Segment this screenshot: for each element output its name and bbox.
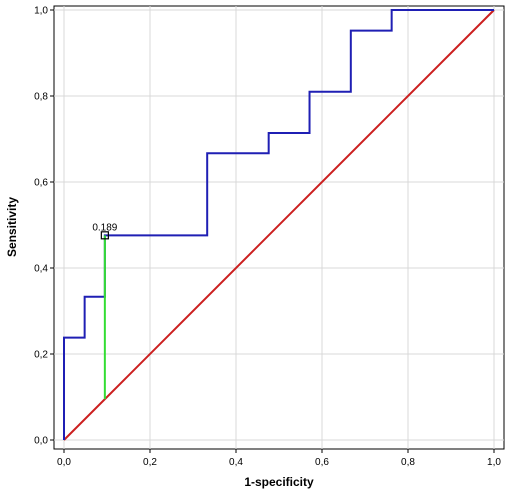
- x-tick-label: 0,6: [315, 457, 329, 468]
- x-tick-label: 1,0: [487, 457, 501, 468]
- x-tick-label: 0,0: [57, 457, 71, 468]
- series-layer: [63, 9, 495, 441]
- cutoff-label: 0.189: [92, 222, 117, 233]
- axis-ticks: 0,0 0,2 0,4 0,6 0,8 1,0 0,0 0,2 0,4 0,6 0,8 1,0: [34, 6, 501, 469]
- y-axis-title: Sensitivity: [5, 197, 19, 257]
- cutoff-marker: [100, 231, 109, 240]
- y-tick-label: 0,4: [34, 264, 48, 275]
- y-tick-label: 0,8: [34, 92, 48, 103]
- roc-curve-line: [63, 9, 494, 440]
- x-axis-title: 1-specificity: [244, 475, 314, 489]
- x-tick-label: 0,2: [143, 457, 157, 468]
- y-tick-label: 0,6: [34, 178, 48, 189]
- x-tick-label: 0,8: [401, 457, 415, 468]
- cutoff-annotation: 0.189: [92, 222, 118, 400]
- y-tick-label: 0,2: [34, 350, 48, 361]
- y-tick-label: 1,0: [34, 6, 48, 17]
- reference-diagonal-line: [63, 9, 495, 441]
- x-tick-label: 0,4: [229, 457, 243, 468]
- y-tick-label: 0,0: [34, 436, 48, 447]
